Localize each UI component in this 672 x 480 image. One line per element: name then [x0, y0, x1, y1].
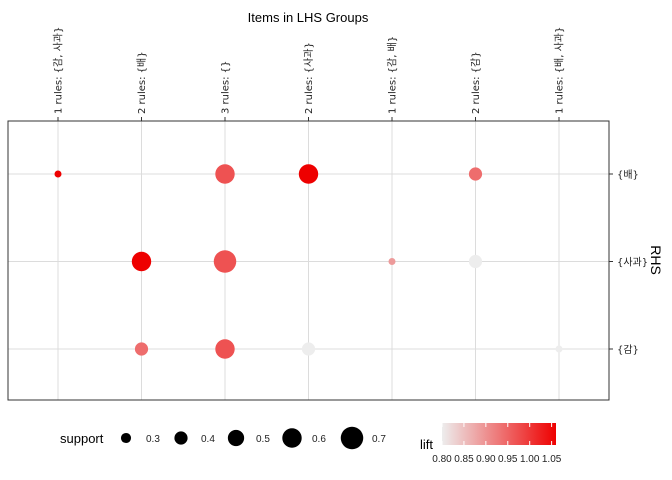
x-tick-label: 1 rules: {감, 배} [387, 36, 399, 114]
x-tick-label: 1 rules: {감, 사과} [53, 27, 65, 114]
x-tick-label: 2 rules: {사과} [303, 42, 315, 114]
rule-point [213, 250, 237, 273]
x-tick-label: 3 rules: {} [221, 61, 232, 114]
x-tick-label: 1 rules: {배, 사과} [554, 27, 566, 114]
rule-point [468, 167, 483, 181]
support-legend-label: 0.7 [372, 434, 386, 445]
y-tick-layer: {배} {사과} {감} [609, 169, 648, 356]
x-tick-label: 2 rules: {배} [136, 51, 148, 114]
rule-point [54, 170, 62, 178]
lift-legend-label: 1.05 [542, 454, 562, 465]
y-tick-label: {배} [617, 169, 639, 181]
support-legend-label: 0.4 [201, 434, 215, 445]
lift-legend-label: 0.80 [432, 454, 452, 465]
rule-point [215, 339, 235, 359]
support-legend: support 0.3 0.4 0.5 0.6 0.7 [60, 426, 386, 450]
rule-point [468, 254, 483, 269]
y-tick-label: {사과} [617, 257, 648, 269]
y-axis-label: RHS [648, 245, 664, 275]
support-legend-label: 0.3 [146, 434, 160, 445]
rule-point [134, 342, 149, 356]
x-tick-layer: 1 rules: {감, 사과} 2 rules: {배} 3 rules: {} 2… [53, 27, 566, 121]
y-tick-label: {감} [617, 344, 639, 356]
support-legend-title: support [60, 431, 104, 446]
lift-legend-title: lift [420, 437, 433, 452]
support-legend-label: 0.6 [312, 434, 326, 445]
rule-point [388, 258, 396, 265]
lift-legend-label: 0.90 [476, 454, 496, 465]
support-legend-key [340, 426, 364, 450]
lift-legend-label: 1.00 [520, 454, 540, 465]
lift-legend-label: 0.95 [498, 454, 518, 465]
x-tick-label: 2 rules: {감} [470, 51, 482, 114]
rule-point [301, 342, 316, 356]
chart-title: Items in LHS Groups [248, 10, 369, 25]
lift-legend-label: 0.85 [454, 454, 474, 465]
support-legend-key [227, 429, 245, 447]
support-legend-key [120, 432, 132, 444]
support-legend-key [174, 431, 188, 445]
lift-colorbar [442, 423, 556, 445]
support-legend-key [282, 428, 302, 448]
grid-layer [8, 121, 609, 400]
point-layer [54, 164, 563, 359]
rule-point [298, 164, 319, 184]
rule-point [131, 251, 152, 272]
rule-point [215, 164, 235, 184]
rule-point [555, 345, 563, 353]
lift-legend: lift 0.80 0.85 0.90 0.95 1.00 1.05 [420, 423, 562, 465]
support-legend-label: 0.5 [256, 434, 270, 445]
